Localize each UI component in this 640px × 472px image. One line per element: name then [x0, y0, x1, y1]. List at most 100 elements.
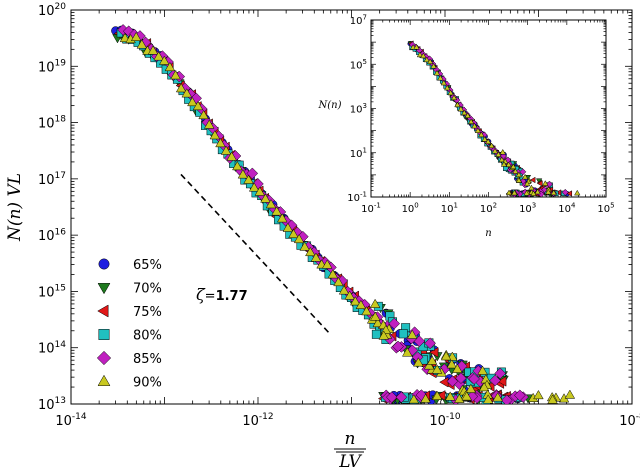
legend-label: 65%: [133, 258, 162, 273]
inset-data-point: [511, 189, 518, 196]
legend-marker: [98, 258, 110, 270]
inset-data-point: [530, 190, 537, 196]
data-point: [175, 83, 187, 93]
data-point: [355, 299, 367, 309]
legend-label: 85%: [133, 352, 162, 367]
data-point: [243, 174, 254, 184]
inset-data-point: [529, 176, 536, 184]
axis-labels: n LV N(n) VL n N(n): [5, 100, 492, 472]
inset-data-point: [433, 69, 441, 76]
inset-data-point: [566, 190, 573, 197]
inset-y-axis-label: N(n): [318, 100, 342, 111]
data-point: [388, 317, 401, 330]
data-point: [265, 199, 277, 209]
y-tick-label: 1014: [38, 340, 66, 357]
inset-data-point: [450, 94, 458, 101]
data-point: [492, 392, 504, 402]
inset-data-point: [484, 138, 492, 145]
data-point: [310, 252, 322, 262]
inset-data-point: [413, 43, 420, 50]
data-point: [514, 389, 526, 402]
main-data-points: [111, 24, 576, 404]
data-point: [246, 167, 259, 180]
inset-data-point: [534, 188, 541, 195]
data-point: [282, 222, 294, 232]
data-point: [321, 259, 333, 269]
inset-data-point: [464, 112, 471, 118]
data-point: [237, 169, 249, 179]
y-tick-label: 1015: [38, 284, 66, 301]
data-point: [547, 394, 558, 404]
data-point: [164, 61, 176, 72]
inset-x-tick-label: 104: [558, 202, 576, 216]
y-axis-label: N(n) VL: [5, 173, 25, 242]
inset-x-tick-label: 105: [597, 202, 614, 216]
legend-label: 70%: [133, 282, 162, 297]
inset-x-axis-label: n: [485, 228, 491, 239]
legend-label: 75%: [133, 305, 162, 320]
inset-data-point: [519, 177, 527, 185]
legend: 65% 70% 75% 80% 85% 90%: [96, 258, 162, 391]
data-point: [260, 193, 271, 203]
data-point: [181, 88, 193, 98]
data-point: [153, 51, 164, 61]
data-point: [361, 306, 372, 316]
y-tick-label: 1020: [38, 2, 66, 19]
inset-data-point: [524, 180, 531, 187]
inset-data-point: [471, 122, 478, 129]
data-point: [293, 233, 305, 244]
data-point: [431, 364, 443, 374]
data-point: [203, 119, 215, 129]
x-tick-label: 10-14: [55, 412, 87, 429]
data-point: [440, 351, 452, 361]
data-point: [431, 390, 443, 400]
inset-data-point: [574, 189, 581, 196]
data-point: [461, 391, 472, 401]
y-tick-label: 1017: [38, 171, 66, 188]
inset-data-point: [519, 168, 527, 176]
inset-data-point: [521, 173, 529, 180]
data-point: [385, 391, 398, 404]
data-point: [248, 182, 260, 192]
inset-data-point: [515, 177, 523, 183]
data-point: [446, 375, 459, 388]
data-point: [254, 186, 266, 196]
inset-data-point: [478, 131, 485, 138]
data-point: [209, 130, 221, 140]
inset-y-tick-label: 101: [350, 146, 367, 160]
y-tick-label: 1016: [38, 227, 66, 244]
inset-data-point: [440, 79, 447, 86]
data-point: [215, 137, 226, 148]
data-point: [288, 228, 299, 239]
data-point: [130, 31, 142, 41]
data-point: [444, 391, 456, 401]
data-point: [271, 206, 282, 216]
data-point: [392, 340, 404, 353]
data-point: [378, 330, 389, 340]
x-tick-label: 10-12: [242, 412, 273, 429]
inset-data-point: [447, 89, 454, 96]
inset-data-point: [467, 118, 475, 125]
data-point: [402, 347, 413, 357]
inset-data-point: [481, 136, 488, 142]
inset-data-point: [512, 168, 519, 174]
reference-slope-label: ζ=1.77: [196, 285, 248, 304]
data-point: [170, 70, 181, 80]
data-point: [446, 359, 458, 369]
inset-plot-area: 10-1 100 101 102 103 104 105 10-1 101 103 105 107: [347, 14, 614, 216]
data-point: [147, 45, 159, 55]
data-point: [299, 241, 310, 251]
y-tick-label: 1018: [38, 115, 66, 132]
inset-x-tick-label: 102: [480, 202, 497, 216]
inset-data-point: [488, 142, 495, 149]
data-point: [226, 151, 237, 161]
data-point: [426, 355, 438, 365]
inset-data-point: [523, 190, 530, 196]
data-point: [338, 285, 350, 295]
inset-y-tick-label: 107: [350, 14, 367, 28]
inset-data-point: [430, 62, 437, 69]
data-point: [276, 213, 288, 223]
x-tick-label: 10-8: [619, 412, 640, 429]
inset-data-point: [550, 189, 557, 196]
inset-data-point: [537, 180, 543, 187]
